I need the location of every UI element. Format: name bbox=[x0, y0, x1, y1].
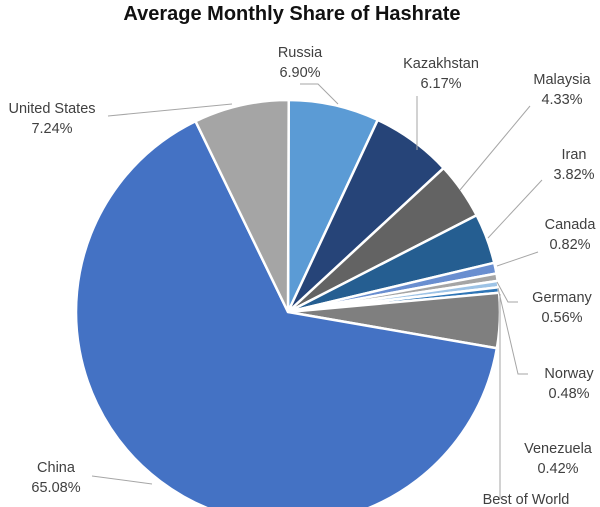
label-value-kazakhstan: 6.17% bbox=[420, 76, 461, 92]
label-name-china: China bbox=[37, 460, 76, 476]
leader-united-states bbox=[107, 103, 233, 117]
leader-china bbox=[91, 475, 153, 485]
leader-russia bbox=[300, 83, 339, 105]
label-value-malaysia: 4.33% bbox=[541, 92, 582, 108]
label-name-norway: Norway bbox=[544, 366, 594, 382]
slice-labels: Russia 6.90% Kazakhstan 6.17% Malaysia 4.33% I… bbox=[8, 45, 596, 507]
label-name-best-of-world: Best of World bbox=[483, 492, 570, 507]
leader-germany bbox=[496, 281, 518, 303]
label-value-norway: 0.48% bbox=[548, 386, 589, 402]
label-name-malaysia: Malaysia bbox=[533, 72, 591, 88]
slice-united-states bbox=[194, 98, 290, 314]
label-value-iran: 3.82% bbox=[553, 167, 594, 183]
label-value-united-states: 7.24% bbox=[31, 121, 72, 137]
label-name-russia: Russia bbox=[278, 45, 323, 61]
label-value-china: 65.08% bbox=[31, 480, 80, 496]
label-name-germany: Germany bbox=[532, 290, 592, 306]
leader-iran bbox=[487, 179, 543, 239]
label-name-kazakhstan: Kazakhstan bbox=[403, 56, 479, 72]
leader-canada bbox=[496, 251, 539, 267]
leader-malaysia bbox=[459, 105, 531, 191]
label-name-united-states: United States bbox=[8, 101, 95, 117]
leader-norway bbox=[497, 287, 528, 375]
slice-china bbox=[74, 119, 499, 507]
label-value-germany: 0.56% bbox=[541, 310, 582, 326]
chart-title: Average Monthly Share of Hashrate bbox=[123, 3, 461, 25]
leader-lines bbox=[91, 83, 543, 499]
label-name-canada: Canada bbox=[545, 217, 597, 233]
label-value-russia: 6.90% bbox=[279, 65, 320, 81]
pie-slices bbox=[74, 98, 502, 507]
label-value-canada: 0.82% bbox=[549, 237, 590, 253]
label-name-venezuela: Venezuela bbox=[524, 441, 593, 457]
label-value-venezuela: 0.42% bbox=[537, 461, 578, 477]
label-name-iran: Iran bbox=[562, 147, 587, 163]
